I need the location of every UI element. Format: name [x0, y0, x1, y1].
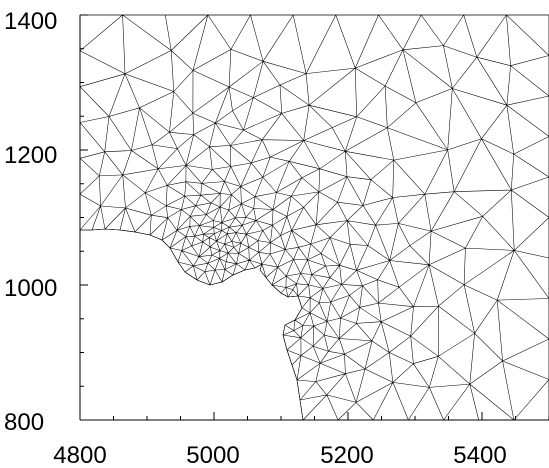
mesh-boundary	[79, 14, 549, 421]
x-tick-label: 5400	[453, 442, 506, 468]
axis-ticks	[79, 14, 549, 421]
y-tick-label: 1400	[4, 8, 57, 35]
x-tick-label: 5000	[186, 442, 239, 468]
x-tick-label: 4800	[53, 442, 106, 468]
y-tick-label: 1000	[4, 275, 57, 302]
y-tick-label: 800	[4, 409, 44, 436]
triangle-mesh	[79, 14, 549, 421]
tick-labels: 800 1000 1200 1400 4800 5000 5200 5400	[4, 8, 507, 468]
mesh-edges	[79, 14, 549, 421]
y-tick-label: 1200	[4, 142, 57, 169]
x-tick-label: 5200	[320, 442, 373, 468]
